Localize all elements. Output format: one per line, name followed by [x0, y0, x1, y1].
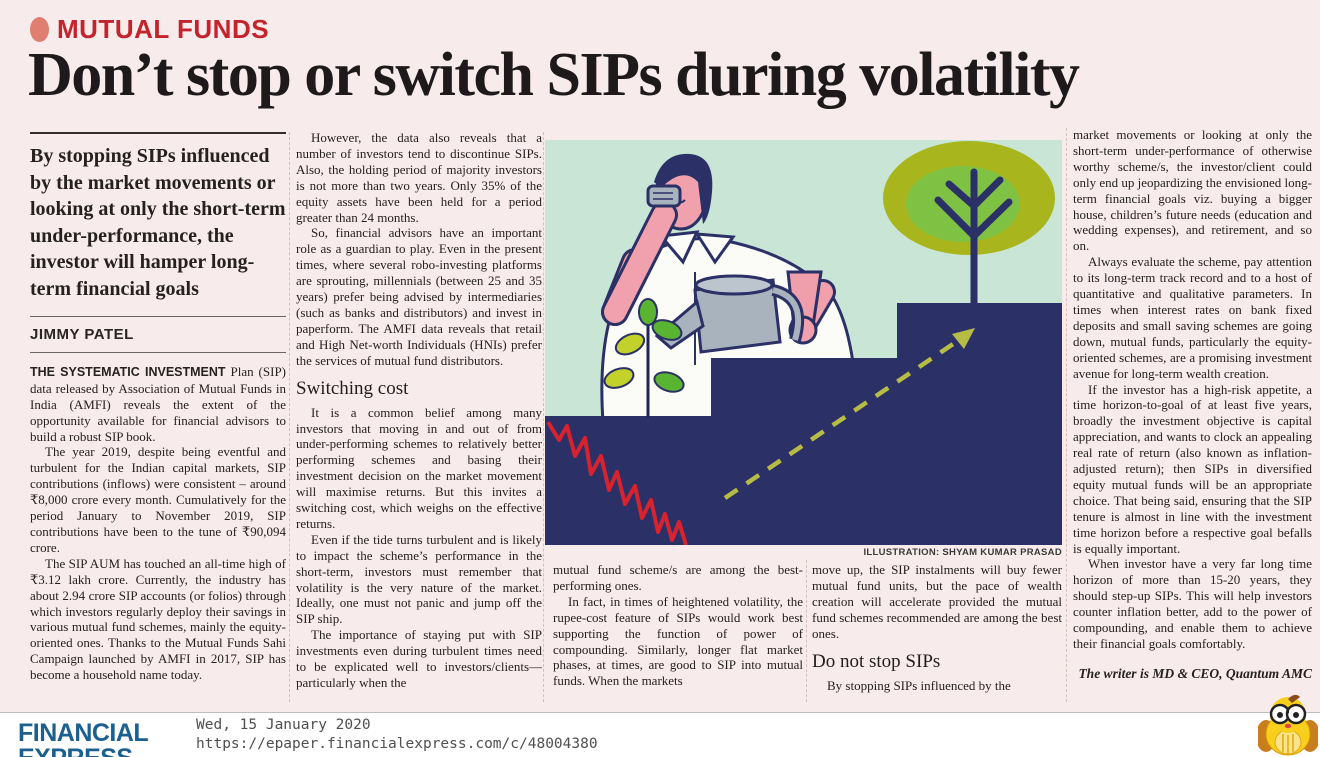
paragraph: So, financial advisors have an important…: [296, 225, 542, 368]
subhead-do-not-stop-sips: Do not stop SIPs: [812, 650, 941, 672]
paragraph: market movements or looking at only the …: [1073, 127, 1313, 254]
brand-name: FINANCIAL EXPRESS: [18, 719, 148, 757]
footer-meta: Wed, 15 January 2020 https://epaper.fina…: [196, 716, 598, 754]
column-1: By stopping SIPs influenced by the marke…: [30, 132, 286, 683]
column-divider: [289, 132, 290, 702]
paragraph: THE SYSTEMATIC INVESTMENT Plan (SIP) dat…: [30, 364, 286, 445]
kicker-dot-icon: [30, 17, 49, 42]
subhead-switching-cost: Switching cost: [296, 377, 409, 399]
column-5: market movements or looking at only the …: [1073, 127, 1312, 682]
article-headline: Don’t stop or switch SIPs during volatil…: [28, 41, 1080, 109]
writer-credit: The writer is MD & CEO, Quantum AMC: [1078, 665, 1312, 681]
paragraph: If the investor has a high-risk appetite…: [1073, 381, 1312, 556]
paragraph: move up, the SIP instalments will buy fe…: [812, 562, 1062, 641]
paragraph: However, the data also reveals that a nu…: [296, 130, 542, 225]
sip-illustration: [545, 140, 1062, 545]
section-kicker: MUTUAL FUNDS: [30, 14, 269, 45]
column-2: However, the data also reveals that a nu…: [296, 130, 542, 691]
edition-date: Wed, 15 January 2020: [196, 717, 371, 733]
paragraph: It is a common belief among many investo…: [296, 404, 542, 531]
paragraph: In fact, in times of heightened volatili…: [553, 593, 803, 689]
column-4: move up, the SIP instalments will buy fe…: [812, 562, 1062, 693]
paragraph: The importance of staying put with SIP i…: [296, 627, 542, 690]
financial-express-logo: FINANCIAL EXPRESS READ TO LEAD: [18, 721, 206, 757]
paragraph: mutual fund scheme/s are among the best-…: [553, 562, 803, 593]
epaper-footer-bar: FINANCIAL EXPRESS READ TO LEAD Wed, 15 J…: [0, 712, 1320, 757]
paragraph: Always evaluate the scheme, pay attentio…: [1073, 254, 1312, 381]
epaper-url: https://epaper.financialexpress.com/c/48…: [196, 736, 598, 752]
paragraph: The year 2019, despite being eventful an…: [30, 444, 286, 555]
lead-in: THE SYSTEMATIC INVESTMENT: [30, 364, 226, 379]
illustration-credit: ILLUSTRATION: SHYAM KUMAR PRASAD: [863, 547, 1062, 558]
byline: JIMMY PATEL: [30, 317, 286, 353]
paragraph: When investor have a very far long time …: [1073, 556, 1312, 651]
column-3: mutual fund scheme/s are among the best-…: [553, 562, 803, 689]
paragraph: The SIP AUM has touched an all-time high…: [30, 555, 286, 683]
column-divider: [806, 560, 807, 702]
column-divider: [1066, 128, 1067, 702]
column-divider: [543, 132, 544, 702]
paragraph: By stopping SIPs influenced by the: [827, 677, 1011, 693]
owl-mascot-icon: [1258, 694, 1318, 756]
standfirst: By stopping SIPs influenced by the marke…: [30, 132, 286, 317]
section-label: MUTUAL FUNDS: [57, 14, 270, 44]
lead-rest: Plan (SIP) data released by Association …: [30, 363, 287, 444]
paragraph: Even if the tide turns turbulent and is …: [296, 531, 542, 627]
